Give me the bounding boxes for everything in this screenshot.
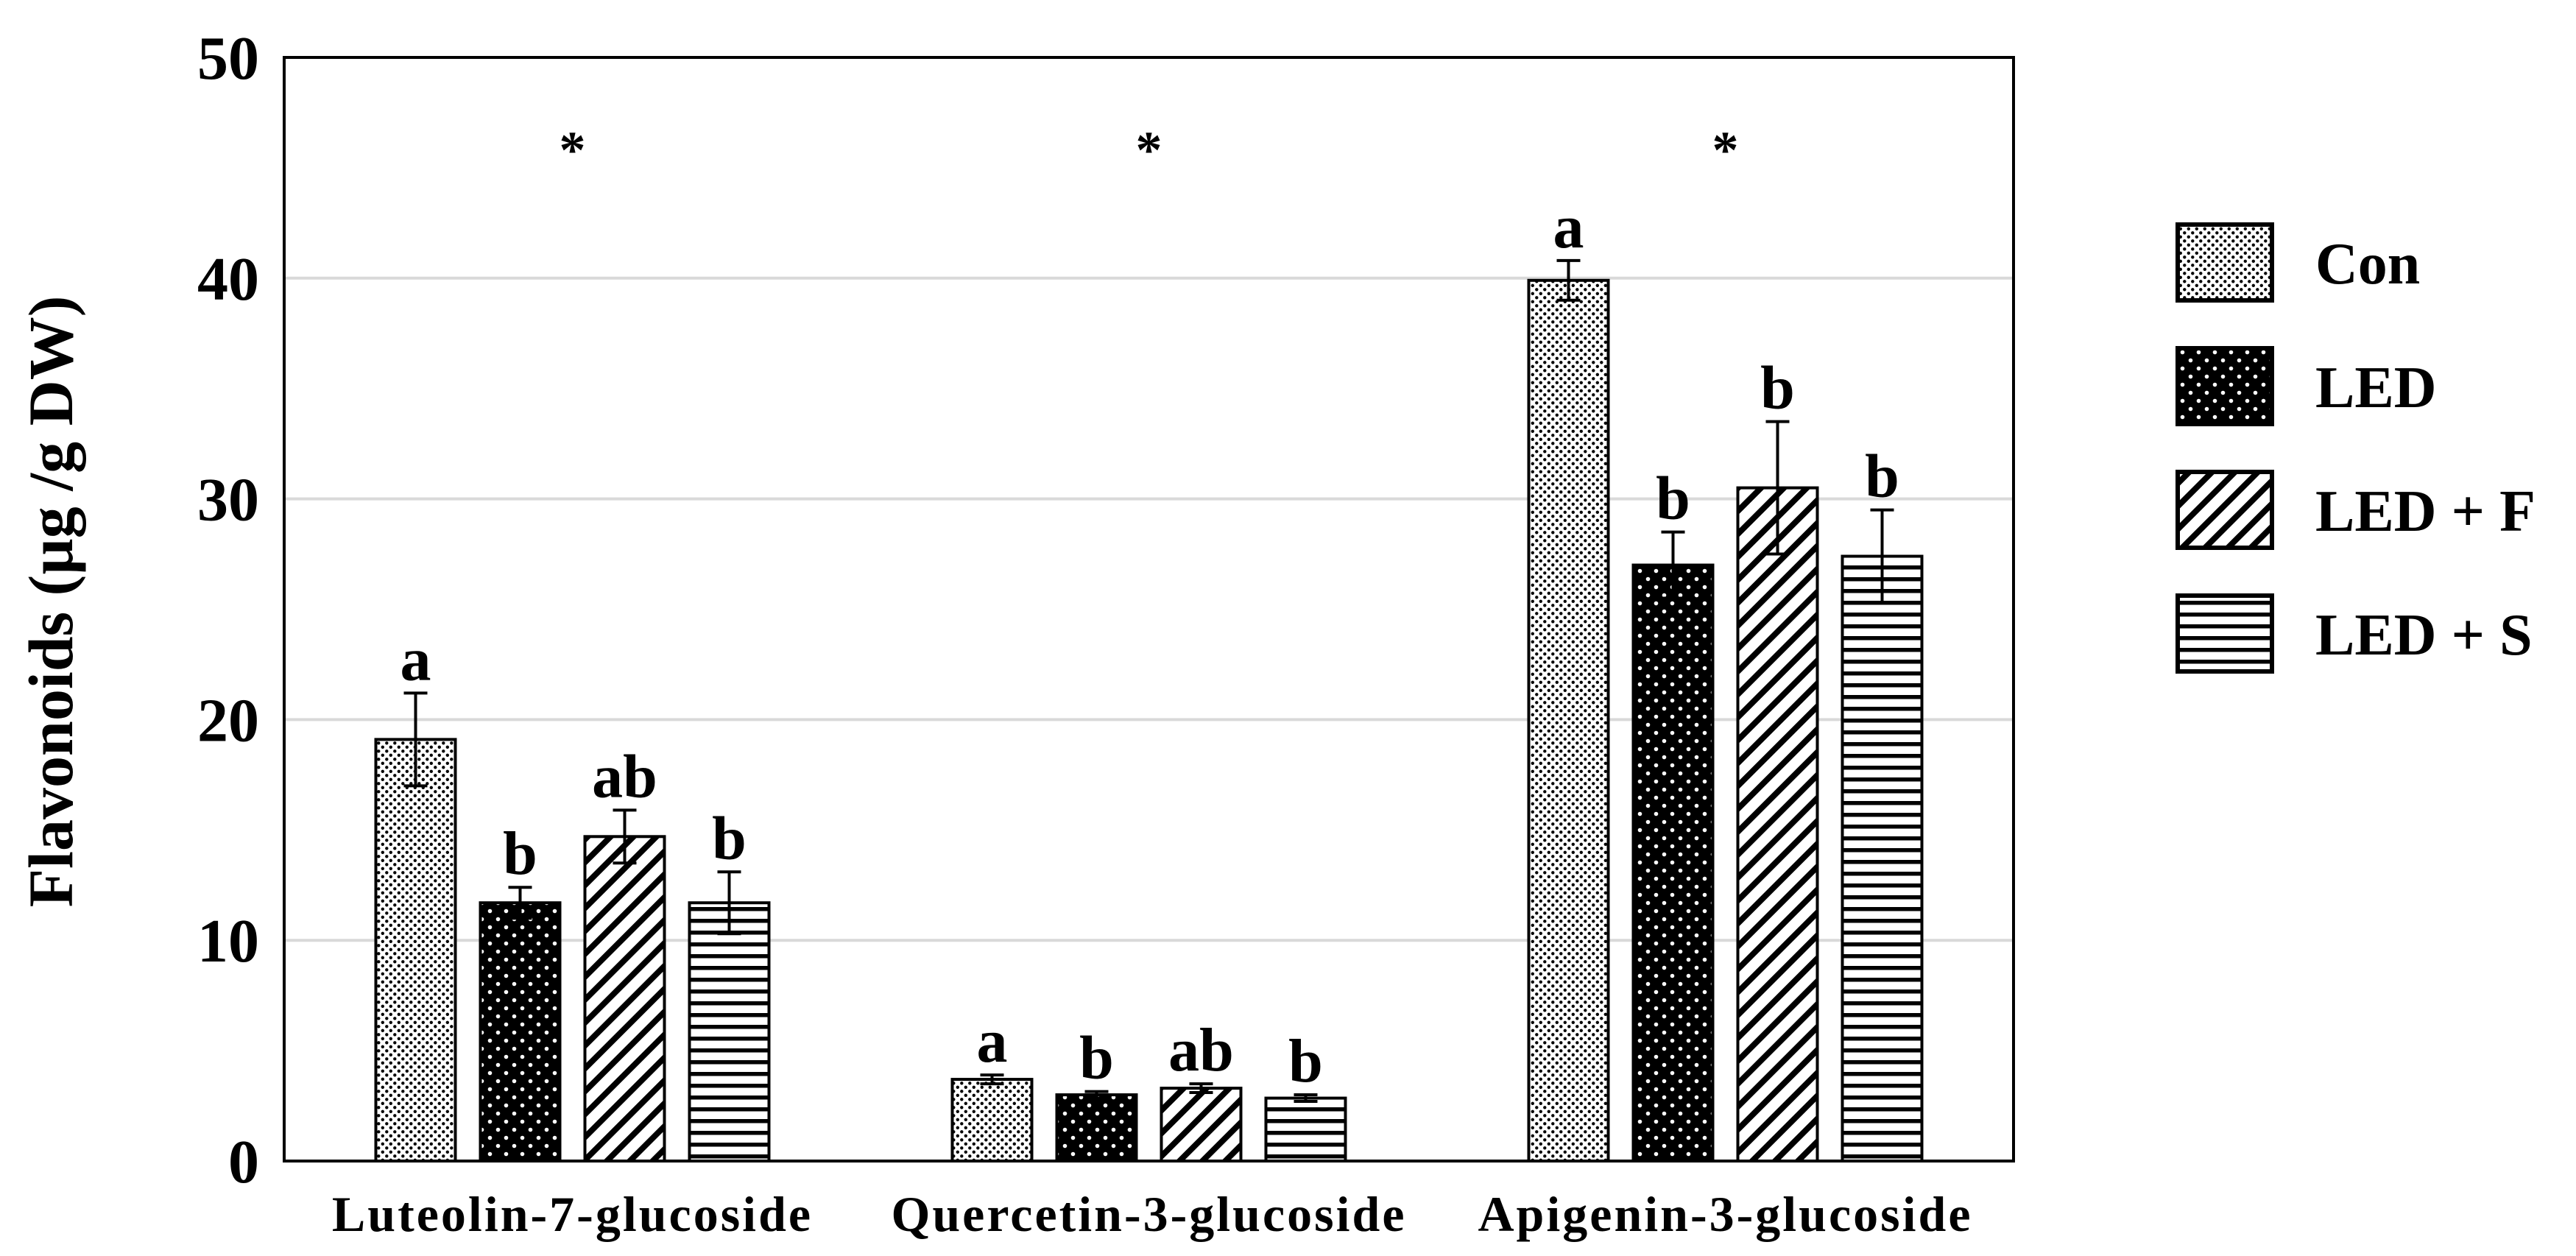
bar — [1736, 486, 1819, 1162]
legend-swatch — [2176, 222, 2274, 303]
y-axis-title-group: Flavonoids (µg /g DW) — [15, 296, 86, 908]
y-tick-label: 50 — [197, 24, 259, 93]
bar — [1841, 554, 1924, 1162]
x-category-label: Apigenin-3-glucoside — [1478, 1186, 1972, 1242]
significance-letter: a — [400, 625, 431, 694]
bar — [1527, 278, 1610, 1163]
legend-swatch — [2176, 346, 2274, 426]
y-tick-label: 0 — [228, 1128, 259, 1196]
bar — [1264, 1096, 1347, 1163]
x-category-label: Luteolin-7-glucoside — [332, 1186, 813, 1242]
bar — [688, 901, 771, 1162]
legend-swatch — [2176, 593, 2274, 674]
plot-frame — [283, 56, 2015, 1162]
legend-label: LED + S — [2315, 603, 2533, 668]
bar — [1160, 1087, 1243, 1163]
y-tick-label: 10 — [197, 907, 259, 975]
significance-letter: b — [1865, 442, 1899, 511]
y-tick-label: 30 — [197, 466, 259, 534]
legend-swatch — [2176, 470, 2274, 550]
significance-letter: a — [977, 1007, 1008, 1076]
bar — [1055, 1093, 1138, 1163]
significance-star: * — [1136, 121, 1162, 180]
significance-letter: b — [503, 819, 537, 888]
significance-star: * — [560, 121, 586, 180]
significance-letter: b — [1656, 465, 1690, 533]
y-axis-ticks: 0 10 20 30 40 50 — [197, 24, 259, 1196]
significance-stars: * * * — [560, 121, 1739, 180]
gridlines — [284, 276, 2014, 942]
legend: Con LED LED + F LED + S — [2176, 222, 2536, 674]
y-tick-label: 40 — [197, 245, 259, 314]
significance-letter: b — [1079, 1024, 1114, 1093]
significance-letter: ab — [592, 742, 657, 811]
x-axis-category-labels: Luteolin-7-glucoside Quercetin-3-glucosid… — [332, 1186, 1972, 1242]
error-bars — [403, 258, 1894, 1104]
significance-letter: b — [1760, 354, 1795, 423]
legend-label: LED — [2315, 356, 2437, 420]
significance-star: * — [1712, 121, 1739, 180]
bar — [950, 1078, 1034, 1162]
y-axis-title: Flavonoids (µg /g DW) — [15, 296, 86, 908]
bar — [374, 738, 457, 1162]
x-category-label: Quercetin-3-glucoside — [891, 1186, 1406, 1242]
y-tick-label: 20 — [197, 686, 259, 755]
significance-letter: ab — [1168, 1016, 1234, 1084]
bar — [1631, 563, 1715, 1162]
bar — [479, 901, 562, 1162]
legend-label: Con — [2315, 232, 2420, 297]
significance-letter: a — [1553, 193, 1584, 261]
legend-label: LED + F — [2315, 479, 2536, 544]
significance-letter: b — [712, 804, 747, 872]
significance-letter: b — [1288, 1027, 1323, 1096]
bar — [583, 835, 666, 1162]
bars — [374, 278, 1924, 1163]
